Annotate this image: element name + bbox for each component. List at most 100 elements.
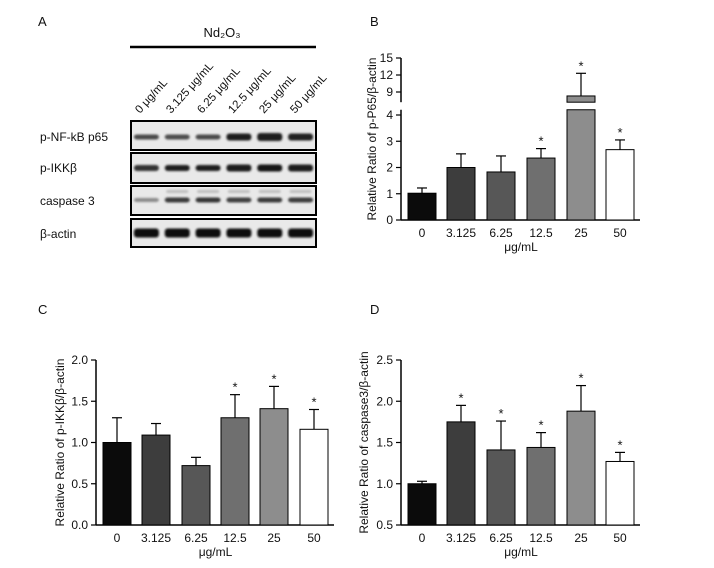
blot-row-label-p-ikkb: p-IKKβ	[40, 161, 77, 175]
chart-d-bar-0	[407, 483, 437, 526]
blot-faint-band-caspase-3-lane-3	[227, 190, 250, 193]
blot-row-label-p-nf-kb-p65: p-NF-kB p65	[40, 130, 108, 144]
chart-b-category-label-0: 0	[419, 226, 426, 240]
blot-strip-beta-actin	[130, 218, 317, 248]
chart-c-x-axis-label: μg/mL	[199, 545, 233, 559]
blot-band-beta-actin-lane-5	[288, 228, 314, 238]
blot-strip-p-ikkb	[130, 152, 317, 184]
lane-label-0: 0 μg/mL	[133, 76, 170, 116]
chart-c-bar-50	[299, 428, 329, 526]
chart-d-significance-star-3-125: *	[458, 390, 463, 405]
chart-d-significance-star-25: *	[578, 371, 583, 386]
blot-band-p-nf-kb-p65-lane-4	[257, 133, 283, 141]
chart-d-category-label-6-25: 6.25	[489, 531, 513, 545]
chart-b-x-axis-label: μg/mL	[504, 240, 538, 254]
blot-band-beta-actin-lane-3	[226, 228, 252, 238]
blot-band-p-nf-kb-p65-lane-2	[195, 134, 221, 140]
blot-band-p-ikkb-lane-5	[288, 164, 314, 172]
chart-b-y-tick-label-3: 3	[386, 134, 393, 148]
panel-label-b: B	[370, 14, 379, 29]
chart-c-bar-0	[102, 442, 132, 526]
chart-b-significance-star-50: *	[617, 125, 622, 140]
chart-c-category-label-6-25: 6.25	[184, 531, 208, 545]
chart-c-y-tick-label-1-5: 1.5	[71, 394, 88, 408]
chart-d-y-tick-label-2-5: 2.5	[376, 353, 393, 367]
chart-c-y-tick-label-0-5: 0.5	[71, 477, 88, 491]
panel-label-c: C	[38, 302, 47, 317]
chart-d-category-label-25: 25	[574, 531, 588, 545]
chart-b-y-tick-label-1: 1	[386, 187, 393, 201]
chart-d-x-axis-label: μg/mL	[504, 545, 538, 559]
chart-b-bar-50	[605, 149, 635, 221]
blot-band-p-nf-kb-p65-lane-5	[288, 133, 314, 141]
chart-d-y-tick-label-1-0: 1.0	[376, 477, 393, 491]
panel-a: A Nd₂O₃ 0 μg/mL 3.125 μg/mL 6.25 μg/mL 1…	[38, 14, 330, 248]
blot-faint-band-caspase-3-lane-4	[258, 190, 281, 193]
chart-b-y-tick-label-4: 4	[386, 108, 393, 122]
blot-band-beta-actin-lane-2	[195, 228, 221, 238]
chart-c-category-label-25: 25	[267, 531, 281, 545]
blot-band-caspase-3-lane-0	[133, 198, 159, 202]
blot-band-p-ikkb-lane-2	[195, 165, 221, 171]
chart-b-y-tick-label-0: 0	[386, 213, 393, 227]
chart-c: C 0.0 0.5 1.0 1.5 2.0 0 3.125 6.25 * 12.5 * 25 * 50 μg/…	[38, 302, 334, 559]
blot-band-p-nf-kb-p65-lane-0	[133, 134, 159, 140]
chart-c-bar-6-25	[181, 465, 211, 526]
blot-band-caspase-3-lane-4	[257, 197, 283, 203]
chart-b-y-tick-label-15: 15	[380, 51, 394, 65]
blot-band-p-ikkb-lane-3	[226, 164, 252, 172]
chart-b-category-label-12-5: 12.5	[529, 226, 553, 240]
chart-d-y-tick-label-1-5: 1.5	[376, 436, 393, 450]
chart-b-category-label-6-25: 6.25	[489, 226, 513, 240]
chart-d-bar-6-25	[486, 449, 516, 526]
blot-image	[130, 120, 317, 248]
chart-c-significance-star-50: *	[311, 395, 316, 410]
blot-strip-caspase-3	[130, 185, 317, 216]
chart-c-category-label-0: 0	[114, 531, 121, 545]
chart-c-y-tick-label-1-0: 1.0	[71, 436, 88, 450]
chart-d-y-axis-label: Relative Ratio of caspase3/β-actin	[357, 351, 371, 533]
chart-d-category-label-50: 50	[613, 531, 627, 545]
chart-d-bar-25	[566, 410, 596, 526]
panel-label-a: A	[38, 14, 47, 29]
chart-b-y-axis-label: Relative Ratio of p-P65/β-actin	[365, 58, 379, 221]
chart-b-bar-25-upper	[566, 95, 596, 103]
chart-b-y-tick-label-2: 2	[386, 161, 393, 175]
chart-d-y-tick-label-2-0: 2.0	[376, 394, 393, 408]
blot-band-caspase-3-lane-5	[288, 197, 314, 203]
blot-band-beta-actin-lane-0	[133, 228, 159, 238]
blot-band-p-ikkb-lane-0	[133, 165, 159, 171]
chart-c-significance-star-25: *	[271, 371, 276, 386]
chart-c-bar-12-5	[220, 417, 250, 526]
chart-d-significance-star-6-25: *	[498, 406, 503, 421]
chart-b-bar-6-25	[486, 171, 516, 221]
chart-d-y-tick-label-0-5: 0.5	[376, 518, 393, 532]
panel-label-d: D	[370, 302, 379, 317]
chart-d-bar-3-125	[446, 421, 476, 526]
blot-faint-band-caspase-3-lane-1	[166, 190, 189, 193]
blot-faint-band-caspase-3-lane-5	[289, 190, 312, 193]
chart-b-bar-3-125	[446, 167, 476, 221]
chart-d-category-label-3-125: 3.125	[446, 531, 476, 545]
blot-band-p-nf-kb-p65-lane-3	[226, 133, 252, 141]
chart-d-bar-12-5	[526, 446, 556, 526]
blot-band-p-nf-kb-p65-lane-1	[164, 134, 190, 140]
chart-c-y-axis-label: Relative Ratio of p-IKKβ/β-actin	[53, 359, 67, 527]
chart-b-significance-star-12-5: *	[538, 134, 543, 149]
chart-b-bar-0	[407, 192, 437, 221]
chart-d-category-label-12-5: 12.5	[529, 531, 553, 545]
blot-faint-band-caspase-3-lane-2	[197, 190, 220, 193]
chart-b-significance-star-25: *	[578, 58, 583, 73]
blot-band-caspase-3-lane-2	[195, 197, 221, 203]
chart-c-bar-25	[259, 408, 289, 526]
treatment-label: Nd₂O₃	[203, 25, 240, 40]
blot-row-label-beta-actin: β-actin	[40, 227, 76, 241]
chart-c-y-tick-label-2-0: 2.0	[71, 353, 88, 367]
blot-band-caspase-3-lane-3	[226, 197, 252, 203]
chart-d-significance-star-12-5: *	[538, 418, 543, 433]
chart-c-significance-star-12-5: *	[232, 380, 237, 395]
chart-d: D 0.5 1.0 1.5 2.0 2.5 0 * 3.125 * 6.25 * 12.5 * 25 * 50 μ…	[357, 302, 640, 559]
blot-band-beta-actin-lane-4	[257, 228, 283, 238]
